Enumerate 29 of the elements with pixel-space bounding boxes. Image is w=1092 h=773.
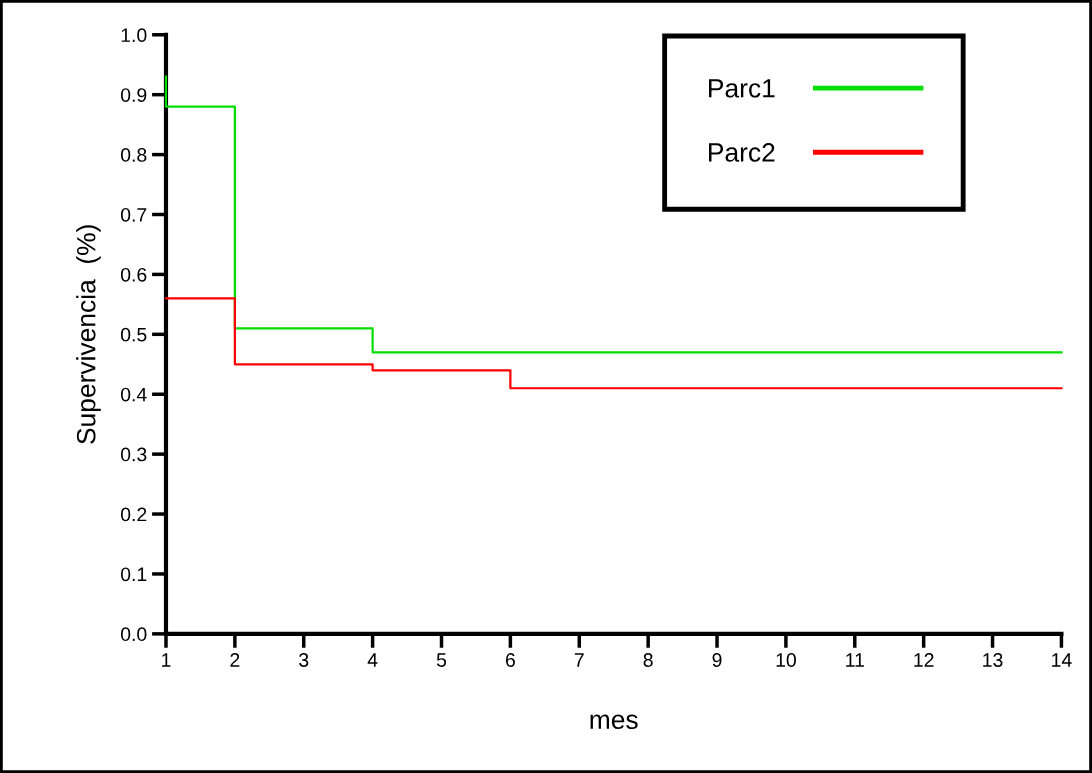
y-tick-label: 0.7 (120, 207, 147, 222)
y-axis-title: Supervivencia (%) (76, 225, 101, 444)
y-tick-label: 0.6 (120, 267, 147, 282)
y-tick-label: 0.9 (120, 88, 147, 102)
x-tick-label: 5 (436, 653, 447, 667)
y-tick-label: 1.0 (121, 28, 147, 43)
x-tick-label: 7 (574, 653, 584, 667)
y-tick-label: 0.8 (120, 148, 147, 162)
y-tick-label: 0.3 (120, 447, 147, 462)
y-tick-label: 0.5 (120, 327, 147, 342)
y-tick-label: 0.2 (120, 507, 147, 522)
x-tick-label: 10 (776, 653, 796, 667)
y-tick-label: 0.1 (120, 567, 147, 582)
x-tick-label: 6 (505, 653, 515, 667)
x-tick-label: 1 (162, 653, 171, 667)
x-tick-label: 3 (299, 653, 309, 667)
x-tick-label: 4 (367, 653, 378, 667)
x-tick-label: 9 (712, 653, 722, 667)
x-tick-label: 8 (643, 653, 653, 667)
x-tick-label: 12 (914, 653, 934, 667)
x-axis-title: mes (590, 714, 638, 730)
x-tick-label: 2 (230, 653, 240, 667)
y-tick-label: 0.4 (120, 387, 147, 402)
legend-label: Parc2 (709, 143, 775, 162)
x-tick-label: 11 (846, 653, 864, 667)
x-tick-label: 14 (1052, 653, 1072, 667)
legend-label: Parc1 (709, 79, 775, 98)
x-tick-label: 13 (983, 653, 1003, 667)
y-tick-label: 0.0 (120, 627, 147, 642)
